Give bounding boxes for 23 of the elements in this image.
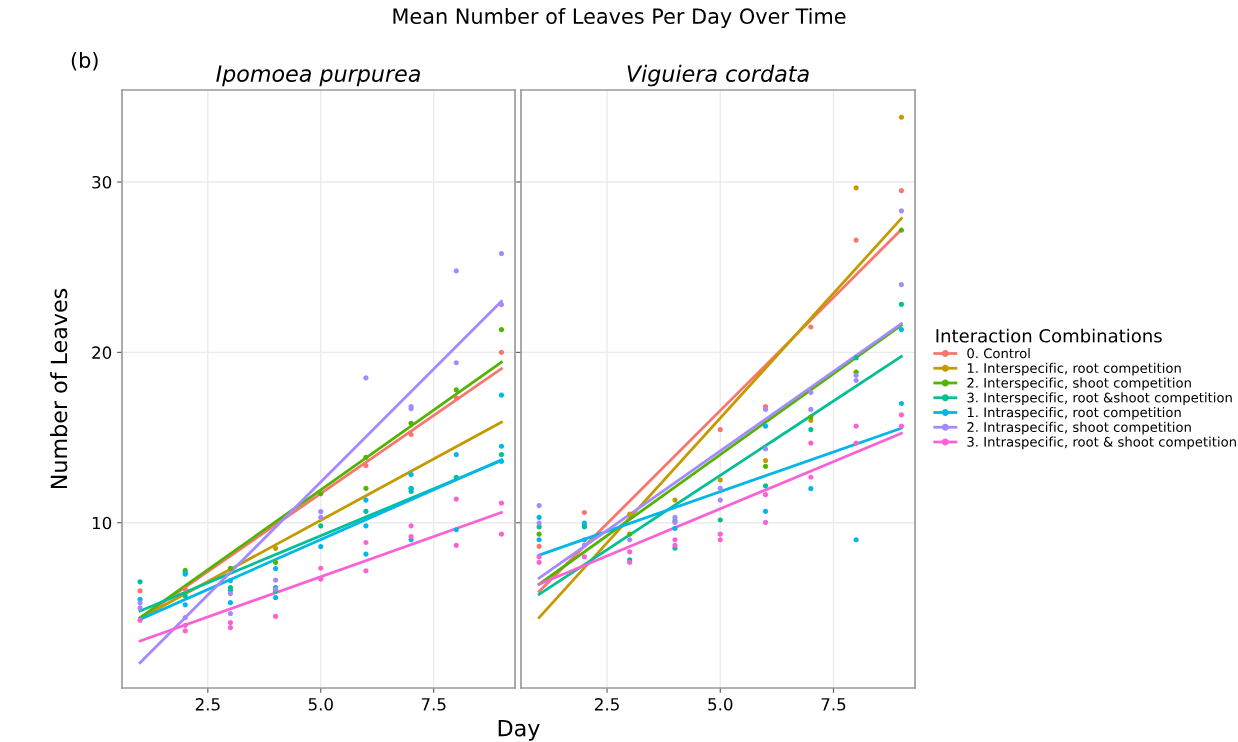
legend-label: 3. Intraspecific, root & shoot competition	[967, 436, 1236, 450]
x-tick-label: 5.0	[708, 698, 733, 711]
y-axis-title: Number of Leaves	[50, 288, 68, 489]
y-tick-label: 30	[92, 175, 112, 189]
legend-label: 1. Intraspecific, root competition	[967, 407, 1181, 420]
x-tick-label: 7.5	[421, 698, 446, 711]
chart-subtitle: Viguiera cordata	[627, 64, 809, 87]
legend-label: 2. Intraspecific, shoot competition	[967, 421, 1191, 435]
text: Mean Number of Leaves Per Day Over Time	[393, 7, 846, 29]
y-tick-label: 20	[92, 346, 112, 359]
y-tick-label: 10	[92, 516, 112, 530]
text: (b)	[71, 51, 98, 71]
x-tick-label: 7.5	[821, 698, 846, 711]
x-tick-label: 2.5	[595, 698, 619, 711]
legend-label: 1. Interspecific, root competition	[967, 362, 1181, 376]
legend-label: 3. Interspecific, root &shoot competition	[967, 392, 1232, 406]
x-tick-label: 5.0	[308, 698, 333, 711]
legend-label: 2. Interspecific, shoot competition	[967, 377, 1191, 391]
chart-subtitle: Ipomoea purpurea	[216, 65, 420, 87]
legend-label: 0. Control	[967, 348, 1030, 359]
x-axis-title: Day	[498, 719, 540, 741]
x-tick-label: 2.5	[195, 698, 220, 711]
legend-title: Interaction Combinations	[936, 328, 1162, 343]
